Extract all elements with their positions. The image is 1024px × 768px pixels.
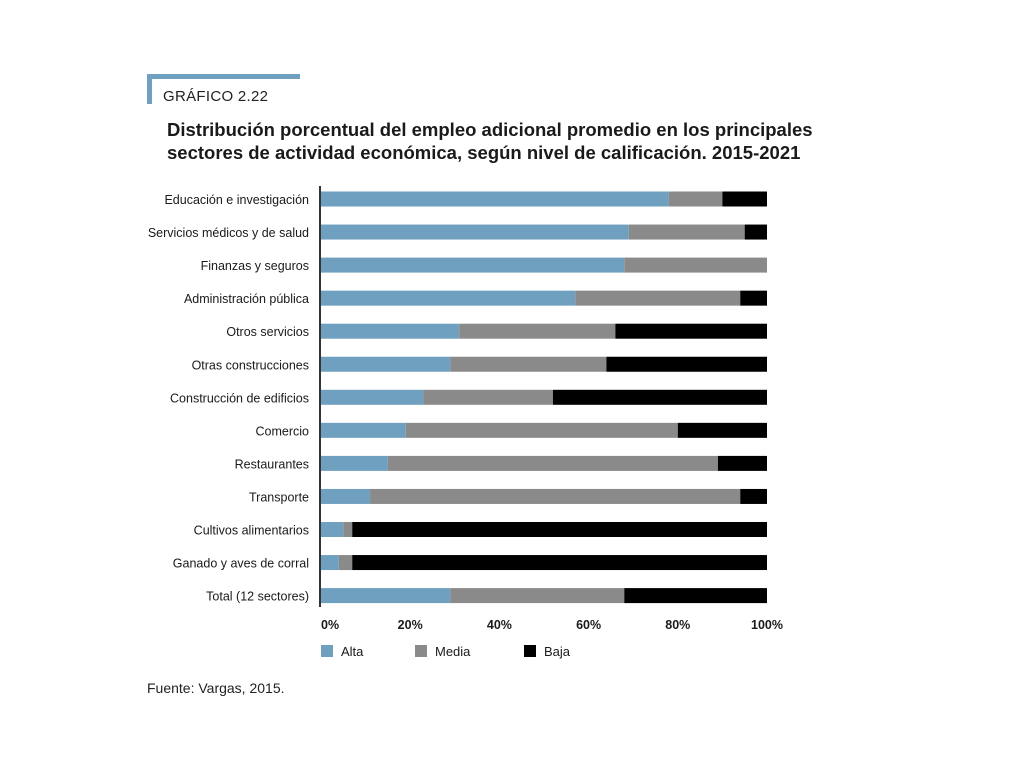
- bar-segment-media: [405, 422, 678, 438]
- bar-segment-media: [343, 522, 353, 537]
- legend-swatch-media: [415, 645, 427, 657]
- category-label: Comercio: [256, 424, 310, 438]
- bar-segment-media: [668, 191, 723, 207]
- legend-label-alta: Alta: [341, 644, 364, 659]
- accent-bar-side: [147, 74, 152, 104]
- x-tick-label: 20%: [398, 618, 423, 632]
- x-tick-label: 60%: [576, 618, 601, 632]
- bar-segment-media: [450, 356, 607, 372]
- category-label: Total (12 sectores): [206, 590, 309, 604]
- category-label: Otras construcciones: [192, 358, 309, 372]
- category-label: Otros servicios: [226, 325, 309, 339]
- legend-swatch-alta: [321, 645, 333, 657]
- bar-segment-baja: [552, 389, 767, 405]
- bar-segment-media: [450, 588, 625, 604]
- bar-segment-baja: [717, 455, 767, 471]
- x-tick-label: 40%: [487, 618, 512, 632]
- bar-segment-media: [423, 389, 553, 405]
- figure-label: GRÁFICO 2.22: [163, 88, 269, 105]
- category-label: Ganado y aves de corral: [173, 557, 309, 571]
- bar-segment-alta: [321, 555, 339, 571]
- bar-segment-alta: [321, 389, 424, 405]
- category-label: Administración pública: [184, 292, 309, 306]
- category-label: Finanzas y seguros: [201, 259, 309, 273]
- legend-label-media: Media: [435, 644, 471, 659]
- bar-segment-media: [370, 488, 741, 504]
- bar-segment-media: [459, 323, 616, 339]
- x-tick-label: 80%: [665, 618, 690, 632]
- bar-segment-baja: [352, 555, 767, 571]
- bar-segment-baja: [624, 588, 767, 604]
- bar-segment-alta: [321, 588, 451, 604]
- bar-segment-baja: [352, 522, 767, 537]
- bar-segment-alta: [321, 323, 460, 339]
- category-label: Transporte: [249, 490, 309, 504]
- bar-segment-baja: [744, 224, 767, 240]
- x-tick-label: 100%: [751, 618, 783, 632]
- category-label: Cultivos alimentarios: [194, 524, 309, 538]
- bar-segment-baja: [722, 191, 767, 207]
- accent-bar-top: [147, 74, 300, 79]
- chart-title: Distribución porcentual del empleo adici…: [167, 119, 813, 163]
- category-label: Servicios médicos y de salud: [148, 226, 309, 240]
- bar-segment-baja: [740, 290, 767, 306]
- bar-segment-alta: [321, 422, 406, 438]
- bar-segment-media: [624, 257, 767, 273]
- bar-segment-baja: [677, 422, 767, 438]
- bar-segment-media: [338, 555, 353, 571]
- bar-segment-alta: [321, 191, 669, 207]
- category-label: Restaurantes: [235, 457, 309, 471]
- bar-segment-alta: [321, 290, 576, 306]
- bar-segment-alta: [321, 224, 629, 240]
- bar-segment-baja: [606, 356, 767, 372]
- bar-segment-alta: [321, 522, 344, 537]
- source-note: Fuente: Vargas, 2015.: [147, 680, 285, 696]
- bar-segment-baja: [615, 323, 767, 339]
- bar-segment-alta: [321, 356, 451, 372]
- x-tick-label: 0%: [321, 618, 339, 632]
- bar-segment-baja: [740, 488, 767, 504]
- legend-label-baja: Baja: [544, 644, 571, 659]
- bar-segment-media: [628, 224, 745, 240]
- category-label: Construcción de edificios: [170, 391, 309, 405]
- bar-segment-media: [387, 455, 718, 471]
- category-label: Educación e investigación: [164, 193, 309, 207]
- bar-segment-alta: [321, 257, 625, 273]
- bar-segment-media: [575, 290, 741, 306]
- bar-segment-alta: [321, 488, 371, 504]
- legend-swatch-baja: [524, 645, 536, 657]
- bar-segment-alta: [321, 455, 388, 471]
